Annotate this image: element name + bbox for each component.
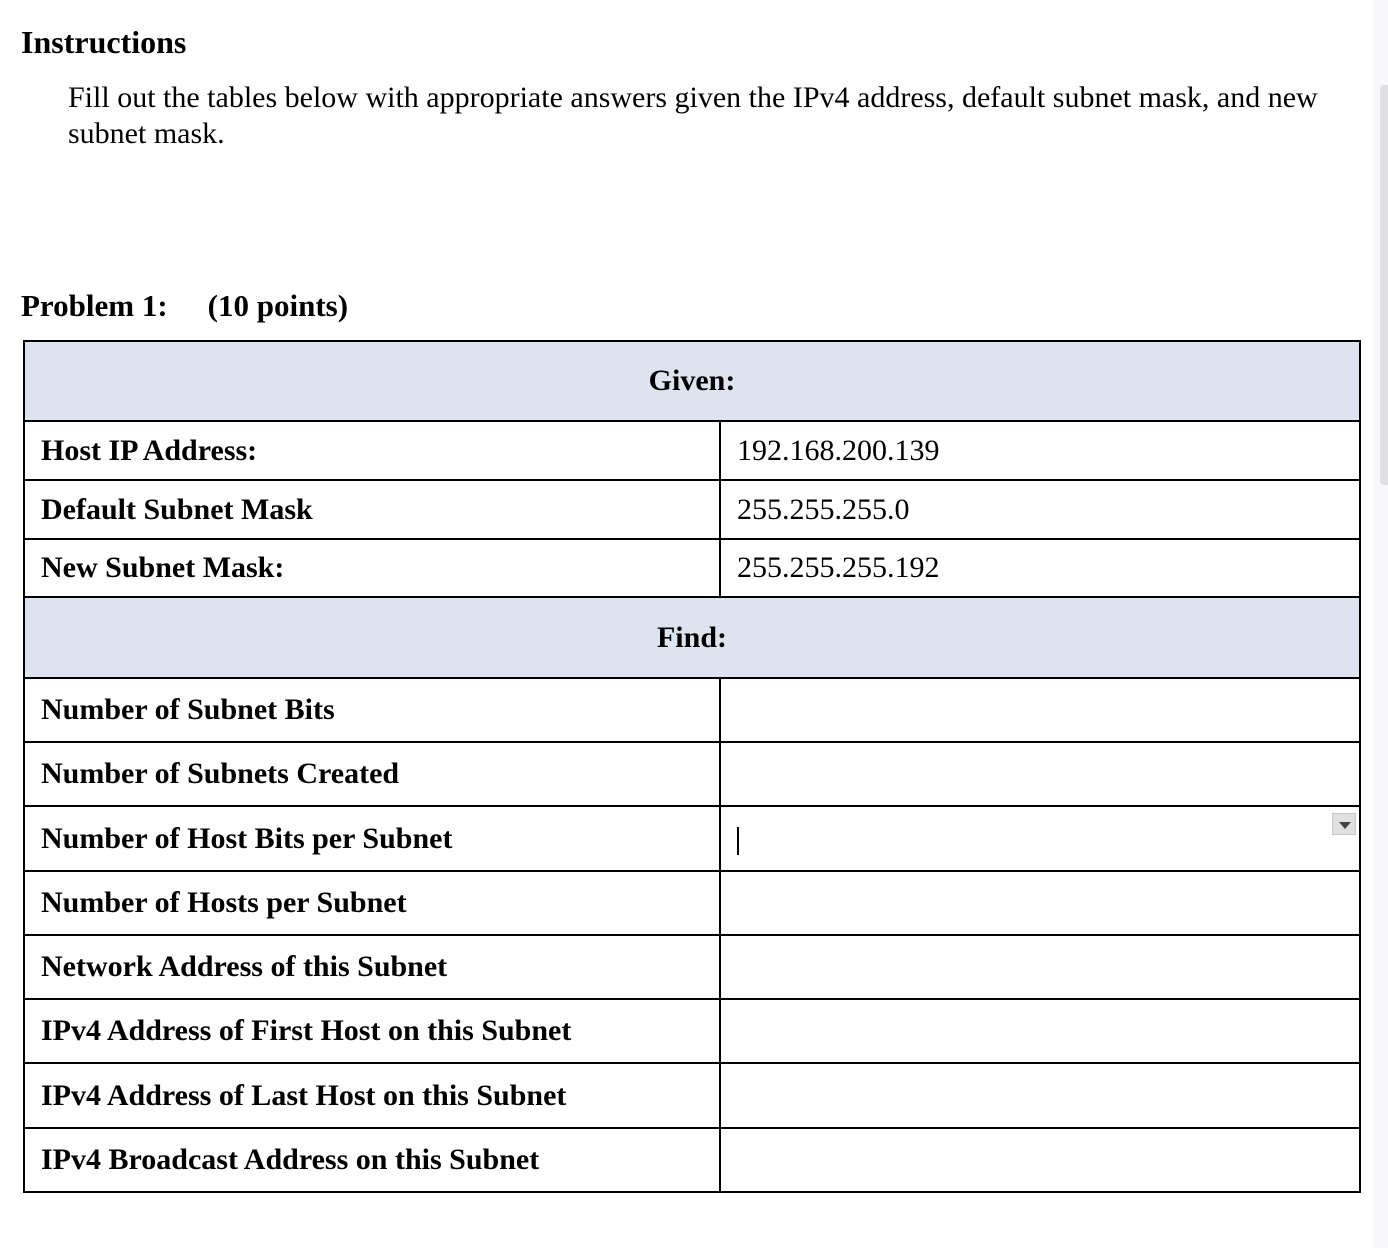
- answer-field[interactable]: [719, 741, 1361, 807]
- find-label: Number of Host Bits per Subnet: [23, 805, 721, 872]
- given-label: Default Subnet Mask: [23, 479, 721, 540]
- find-label: Number of Hosts per Subnet: [23, 870, 721, 936]
- find-label: IPv4 Address of First Host on this Subne…: [23, 998, 721, 1064]
- given-value: 255.255.255.192: [719, 538, 1361, 598]
- instructions-text: Fill out the tables below with appropria…: [68, 81, 1318, 150]
- given-value: 255.255.255.0: [719, 479, 1361, 540]
- answer-field[interactable]: [719, 1062, 1361, 1129]
- answer-field[interactable]: [719, 998, 1361, 1064]
- find-label: IPv4 Address of Last Host on this Subnet: [23, 1062, 721, 1129]
- problem-label: Problem 1:: [21, 288, 168, 323]
- problem-points: (10 points): [207, 288, 349, 323]
- find-label: Number of Subnets Created: [23, 741, 721, 807]
- text-cursor: [737, 826, 739, 855]
- find-header: Find:: [23, 596, 1361, 679]
- problem-heading: Problem 1: (10 points): [21, 288, 388, 324]
- given-header: Given:: [23, 340, 1361, 422]
- scrollbar-thumb[interactable]: [1380, 85, 1388, 485]
- answer-field[interactable]: [719, 870, 1361, 936]
- answer-field[interactable]: [719, 1127, 1361, 1193]
- answer-field-active[interactable]: [719, 805, 1361, 872]
- triangle-down-icon[interactable]: [1332, 813, 1356, 835]
- find-label: Network Address of this Subnet: [23, 934, 721, 1000]
- find-label: IPv4 Broadcast Address on this Subnet: [23, 1127, 721, 1193]
- answer-field[interactable]: [719, 934, 1361, 1000]
- given-value: 192.168.200.139: [719, 420, 1361, 481]
- subnet-table: Given: Host IP Address: 192.168.200.139 D…: [23, 340, 1361, 1193]
- find-label: Number of Subnet Bits: [23, 677, 721, 743]
- answer-field[interactable]: [719, 677, 1361, 743]
- given-label: New Subnet Mask:: [23, 538, 721, 598]
- given-label: Host IP Address:: [23, 420, 721, 481]
- instructions-title: Instructions: [21, 24, 187, 60]
